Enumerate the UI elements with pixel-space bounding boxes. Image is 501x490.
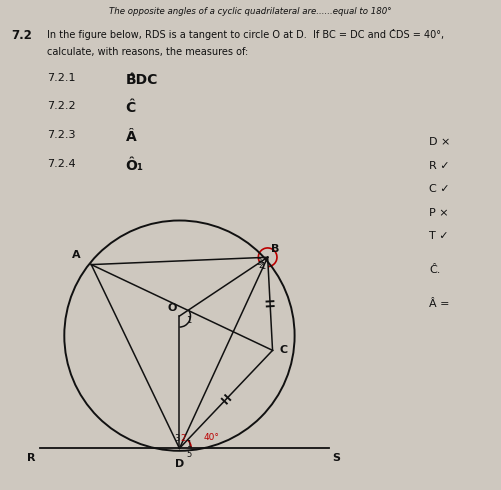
Text: The opposite angles of a cyclic quadrilateral are......equal to 180°: The opposite angles of a cyclic quadrila…	[109, 7, 392, 16]
Text: 7.2.1: 7.2.1	[47, 73, 76, 82]
Text: 5: 5	[186, 450, 191, 459]
Text: 7.2.4: 7.2.4	[47, 159, 76, 169]
Text: calculate, with reasons, the measures of:: calculate, with reasons, the measures of…	[47, 47, 248, 56]
Text: A: A	[72, 250, 81, 260]
Text: D: D	[175, 459, 184, 469]
Text: S: S	[333, 453, 340, 463]
Text: 40°: 40°	[203, 433, 219, 442]
Text: P ×: P ×	[429, 208, 449, 218]
Text: C ✓: C ✓	[429, 184, 450, 194]
Text: In the figure below, RDS is a tangent to circle O at D.  If BC = DC and ĈDS = 4: In the figure below, RDS is a tangent to…	[47, 29, 444, 40]
Text: B: B	[271, 244, 280, 254]
Text: Ĉ.: Ĉ.	[429, 265, 441, 274]
Text: Â =: Â =	[429, 299, 450, 309]
Text: 1: 1	[186, 317, 191, 325]
Text: 3: 3	[257, 259, 262, 268]
Text: 3: 3	[175, 435, 180, 443]
Text: T ✓: T ✓	[429, 231, 449, 241]
Text: Ô₁: Ô₁	[126, 159, 144, 173]
Text: 1: 1	[186, 440, 191, 449]
Text: R: R	[27, 453, 36, 463]
Text: 7.2.2: 7.2.2	[47, 101, 76, 111]
Text: O: O	[167, 302, 177, 313]
Text: D ×: D ×	[429, 137, 451, 147]
Text: 2: 2	[181, 434, 186, 443]
Text: 2: 2	[259, 261, 264, 270]
Text: Ĉ: Ĉ	[126, 101, 136, 116]
Text: 7.2: 7.2	[12, 29, 32, 43]
Text: C: C	[280, 345, 288, 355]
Text: 7.2.3: 7.2.3	[47, 130, 76, 140]
Text: 1: 1	[261, 262, 266, 271]
Text: R ✓: R ✓	[429, 161, 450, 171]
Text: Â: Â	[126, 130, 136, 145]
Text: B̂DC: B̂DC	[126, 73, 158, 87]
